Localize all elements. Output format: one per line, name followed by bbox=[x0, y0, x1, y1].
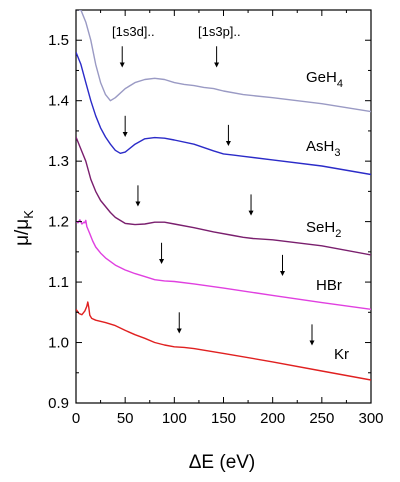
x-tick-label: 300 bbox=[358, 410, 383, 427]
x-tick-label: 0 bbox=[72, 410, 80, 427]
y-tick-label: 1.0 bbox=[48, 335, 69, 352]
arrow-head-icon bbox=[248, 210, 254, 216]
annotation-1s3p: [1s3p].. bbox=[198, 24, 241, 39]
y-tick-label: 1.3 bbox=[48, 153, 69, 170]
arrow-head-icon bbox=[159, 258, 165, 264]
arrow-layer bbox=[119, 46, 315, 346]
y-tick-label: 1.5 bbox=[48, 32, 69, 49]
series-line-kr bbox=[76, 301, 371, 381]
series-line-seh2 bbox=[76, 136, 371, 256]
y-tick-label: 1.2 bbox=[48, 214, 69, 231]
annotation-1s3d: [1s3d].. bbox=[112, 24, 155, 39]
y-tick-label: 1.1 bbox=[48, 274, 69, 291]
axes-layer: 0 50 100 150 200 250 300 0.9 1.0 1.1 1.2 1.3 1.4 1.5 bbox=[48, 9, 384, 427]
arrow-head-icon bbox=[122, 131, 128, 137]
x-tick-label: 200 bbox=[260, 410, 285, 427]
arrow-head-icon bbox=[119, 62, 125, 68]
y-tick-label: 0.9 bbox=[48, 395, 69, 412]
arrow-head-icon bbox=[135, 201, 141, 207]
series-line-hbr bbox=[76, 219, 371, 310]
arrow-head-icon bbox=[176, 328, 182, 334]
series-line-ash3 bbox=[76, 52, 371, 176]
x-tick-label: 150 bbox=[211, 410, 236, 427]
series-label-hbr: HBr bbox=[316, 277, 342, 294]
x-axis-title: ΔE (eV) bbox=[189, 452, 256, 473]
arrow-head-icon bbox=[280, 271, 285, 277]
series-layer bbox=[76, 10, 371, 381]
series-label-seh2: SeH2 bbox=[306, 219, 341, 240]
series-line-geh4 bbox=[76, 10, 371, 113]
series-label-geh4: GeH4 bbox=[306, 69, 343, 90]
arrow-head-icon bbox=[225, 141, 231, 147]
arrow-head-icon bbox=[309, 340, 315, 346]
arrow-head-icon bbox=[214, 62, 220, 68]
x-tick-label: 250 bbox=[309, 410, 334, 427]
series-label-ash3: AsH3 bbox=[306, 138, 340, 159]
series-label-kr: Kr bbox=[334, 346, 349, 363]
y-tick-label: 1.4 bbox=[48, 93, 69, 110]
y-axis-title: μ/μK bbox=[12, 210, 36, 246]
x-tick-label: 100 bbox=[162, 410, 187, 427]
x-tick-label: 50 bbox=[117, 410, 134, 427]
